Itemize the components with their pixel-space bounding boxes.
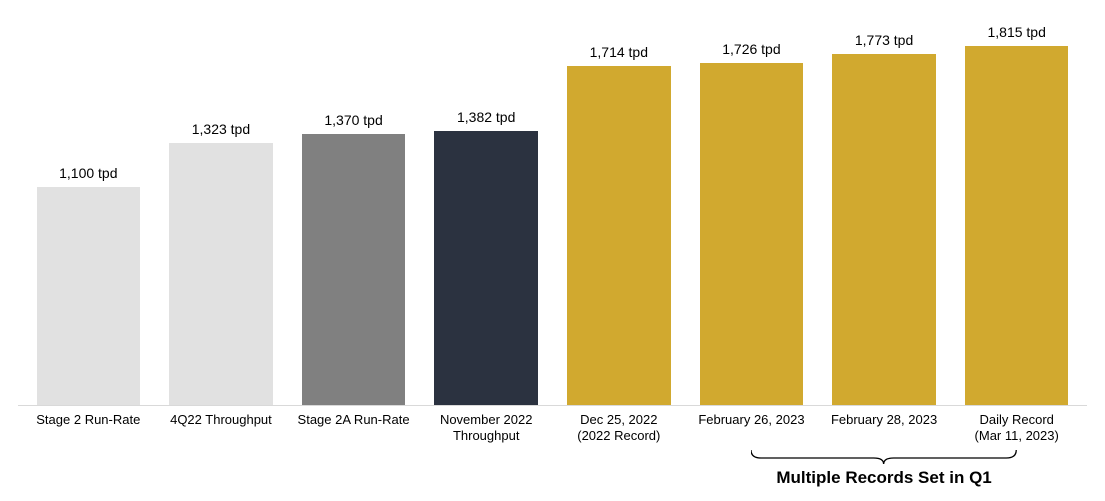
x-axis-label: Stage 2 Run-Rate — [22, 412, 155, 445]
bar — [965, 46, 1068, 405]
bar — [567, 66, 670, 405]
x-axis-label: Dec 25, 2022(2022 Record) — [553, 412, 686, 445]
bar — [832, 54, 935, 405]
bracket-caption: Multiple Records Set in Q1 — [776, 468, 991, 488]
bar-value-label: 1,370 tpd — [324, 112, 382, 128]
x-axis-label: 4Q22 Throughput — [155, 412, 288, 445]
bar-group-4: 1,714 tpd — [553, 10, 686, 405]
bar-group-7: 1,815 tpd — [950, 10, 1083, 405]
bar-group-0: 1,100 tpd — [22, 10, 155, 405]
bar-group-6: 1,773 tpd — [818, 10, 951, 405]
bar-value-label: 1,773 tpd — [855, 32, 913, 48]
bar-group-3: 1,382 tpd — [420, 10, 553, 405]
bar-value-label: 1,323 tpd — [192, 121, 250, 137]
x-axis-label: November 2022Throughput — [420, 412, 553, 445]
x-axis-labels: Stage 2 Run-Rate4Q22 ThroughputStage 2A … — [18, 406, 1087, 445]
bar-group-5: 1,726 tpd — [685, 10, 818, 405]
x-axis-label: February 26, 2023 — [685, 412, 818, 445]
x-axis-label: February 28, 2023 — [818, 412, 951, 445]
curly-brace-icon — [751, 448, 1016, 466]
bar — [700, 63, 803, 405]
x-axis-label: Daily Record(Mar 11, 2023) — [950, 412, 1083, 445]
bar — [434, 131, 537, 405]
x-axis-label: Stage 2A Run-Rate — [287, 412, 420, 445]
bar — [169, 143, 272, 405]
bar — [302, 134, 405, 405]
bar — [37, 187, 140, 405]
bar-value-label: 1,815 tpd — [987, 24, 1045, 40]
bar-value-label: 1,100 tpd — [59, 165, 117, 181]
bar-group-2: 1,370 tpd — [287, 10, 420, 405]
bar-group-1: 1,323 tpd — [155, 10, 288, 405]
bar-value-label: 1,382 tpd — [457, 109, 515, 125]
bar-value-label: 1,726 tpd — [722, 41, 780, 57]
throughput-bar-chart: 1,100 tpd 1,323 tpd 1,370 tpd 1,382 tpd 1,71… — [18, 10, 1087, 406]
annotation-bracket: Multiple Records Set in Q1 — [751, 448, 1016, 488]
bar-value-label: 1,714 tpd — [590, 44, 648, 60]
